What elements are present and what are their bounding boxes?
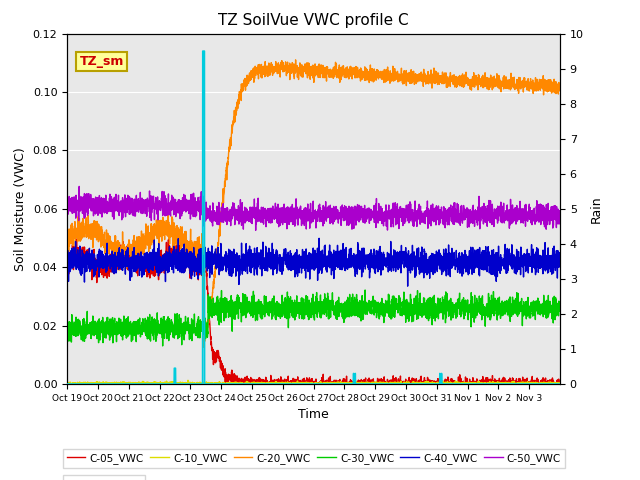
C-05_VWC — [73, 236, 81, 242]
C-50_VWC — [253, 212, 260, 218]
Line: sp1_Rain: sp1_Rain — [67, 51, 560, 384]
sp1_Rain — [199, 48, 207, 54]
C-20_VWC — [63, 238, 71, 244]
C-10_VWC — [358, 381, 366, 387]
C-50_VWC — [556, 210, 564, 216]
C-20_VWC — [547, 77, 554, 83]
C-20_VWC — [292, 57, 300, 63]
C-20_VWC — [556, 87, 564, 93]
C-20_VWC — [274, 69, 282, 75]
C-20_VWC — [120, 258, 127, 264]
sp1_Rain — [556, 381, 564, 387]
C-05_VWC — [547, 380, 554, 386]
C-50_VWC — [274, 205, 282, 211]
C-30_VWC — [493, 303, 501, 309]
C-40_VWC — [547, 261, 554, 266]
C-05_VWC — [253, 381, 260, 387]
C-30_VWC — [547, 306, 554, 312]
Legend: sp1_Rain: sp1_Rain — [63, 475, 145, 480]
C-40_VWC — [149, 262, 157, 268]
Y-axis label: Soil Moisture (VWC): Soil Moisture (VWC) — [14, 147, 27, 271]
C-30_VWC — [159, 343, 166, 349]
C-40_VWC — [493, 250, 501, 256]
Line: C-20_VWC: C-20_VWC — [67, 60, 560, 347]
C-10_VWC — [493, 379, 501, 384]
Y-axis label: Rain: Rain — [589, 195, 602, 223]
C-10_VWC — [556, 381, 564, 386]
C-10_VWC — [547, 381, 554, 386]
C-05_VWC — [556, 379, 564, 384]
C-10_VWC — [149, 381, 157, 386]
sp1_Rain — [63, 381, 71, 387]
C-30_VWC — [556, 308, 564, 314]
sp1_Rain — [274, 381, 282, 387]
C-05_VWC — [493, 381, 501, 387]
C-30_VWC — [361, 287, 369, 293]
C-50_VWC — [76, 183, 83, 189]
C-20_VWC — [149, 225, 157, 230]
Title: TZ SoilVue VWC profile C: TZ SoilVue VWC profile C — [218, 13, 409, 28]
C-10_VWC — [274, 380, 282, 385]
C-30_VWC — [274, 306, 282, 312]
Line: C-05_VWC: C-05_VWC — [67, 239, 560, 384]
C-50_VWC — [493, 220, 501, 226]
C-10_VWC — [253, 381, 260, 386]
C-05_VWC — [149, 255, 157, 261]
C-20_VWC — [200, 344, 207, 350]
C-20_VWC — [493, 84, 501, 89]
X-axis label: Time: Time — [298, 408, 329, 421]
Line: C-10_VWC: C-10_VWC — [67, 380, 560, 384]
C-40_VWC — [274, 268, 282, 274]
C-30_VWC — [149, 333, 157, 338]
C-05_VWC — [120, 250, 127, 255]
C-40_VWC — [316, 235, 323, 241]
C-40_VWC — [120, 257, 127, 263]
C-20_VWC — [253, 67, 260, 73]
C-40_VWC — [556, 254, 564, 260]
Line: C-40_VWC: C-40_VWC — [67, 238, 560, 286]
C-50_VWC — [252, 228, 259, 233]
C-50_VWC — [149, 193, 157, 199]
C-50_VWC — [63, 205, 71, 211]
sp1_Rain — [253, 381, 260, 387]
C-40_VWC — [404, 283, 412, 289]
C-05_VWC — [274, 381, 282, 387]
Line: C-50_VWC: C-50_VWC — [67, 186, 560, 230]
sp1_Rain — [149, 381, 157, 387]
C-30_VWC — [253, 303, 260, 309]
Text: TZ_sm: TZ_sm — [79, 55, 124, 68]
C-40_VWC — [252, 266, 260, 272]
C-10_VWC — [120, 381, 127, 387]
C-05_VWC — [63, 259, 71, 265]
C-50_VWC — [120, 198, 127, 204]
C-10_VWC — [184, 377, 192, 383]
C-50_VWC — [547, 217, 554, 223]
Line: C-30_VWC: C-30_VWC — [67, 290, 560, 346]
sp1_Rain — [547, 381, 554, 387]
sp1_Rain — [493, 381, 501, 387]
sp1_Rain — [120, 381, 127, 387]
C-10_VWC — [63, 381, 71, 387]
C-30_VWC — [63, 316, 71, 322]
C-05_VWC — [229, 381, 237, 387]
C-40_VWC — [63, 267, 71, 273]
C-30_VWC — [120, 325, 127, 331]
